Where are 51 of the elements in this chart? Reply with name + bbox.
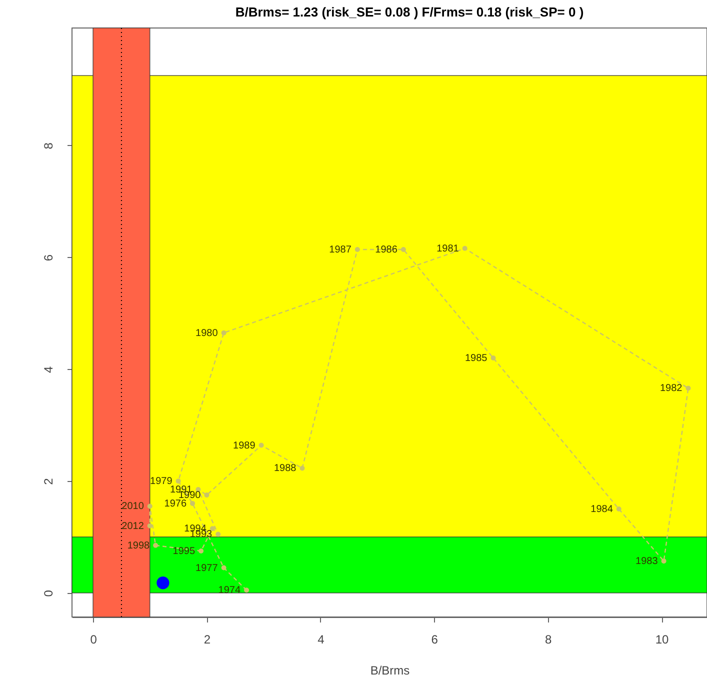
annotation: 1998 [127,540,150,552]
point [221,330,226,336]
x-tick-label: 8 [544,632,552,646]
annotation: 1981 [436,243,460,254]
x-tick-label: 2 [204,632,211,646]
y-tick-label: 6 [42,254,56,262]
annotation: 2010 [122,501,144,512]
y-tick-label: 4 [42,366,56,374]
point [156,576,170,590]
point [400,247,406,252]
annotation: 1985 [465,353,488,364]
annotation: 1983 [636,556,658,568]
annotation: 2012 [122,520,144,532]
y-tick-label: 2 [42,478,56,485]
point [198,548,204,554]
point [190,500,196,506]
x-axis-title: B/Brms [370,664,410,678]
point [221,565,226,570]
x-tick-label: 4 [318,632,325,646]
point [686,386,691,391]
annotation: 1988 [274,463,297,474]
chart-title: B/Brms= 1.23 (risk_SE= 0.08 ) F/Frms= 0.18 (risk_SP= 0 ) [235,4,584,20]
annotation: 1989 [233,440,256,452]
x-tick-label: 6 [431,632,438,646]
point [490,356,496,361]
point [216,532,221,537]
point [258,442,264,448]
x-tick-label: 10 [655,632,670,646]
annotation: 1987 [329,244,352,256]
y-tick-label: 0 [42,590,56,597]
point [616,506,622,512]
point [354,247,360,252]
annotation: 1979 [150,476,173,488]
annotation: 1982 [660,383,683,394]
x-tick-label: 0 [90,632,98,646]
point [176,478,181,484]
point [462,246,468,251]
y-tick-label: 8 [42,142,56,150]
point [147,523,152,528]
annotation: 1995 [172,546,196,557]
annotation: 1980 [196,328,218,339]
annotation: 1977 [196,562,218,574]
point [204,492,210,498]
point [661,558,666,564]
annotation: 1986 [375,244,398,256]
point [153,542,158,548]
annotation: 1984 [590,504,614,516]
point [147,504,152,509]
point [300,466,305,471]
point [244,588,250,593]
annotation: 1976 [164,498,187,510]
